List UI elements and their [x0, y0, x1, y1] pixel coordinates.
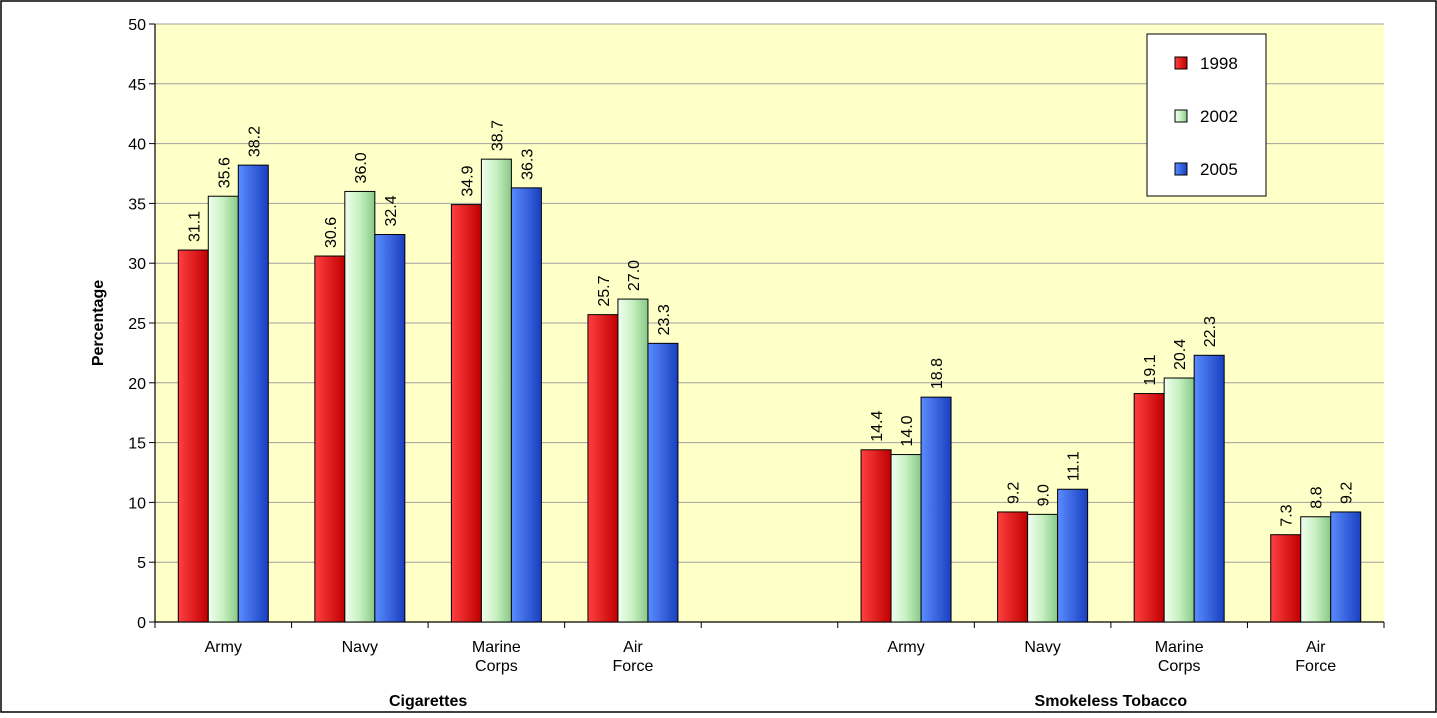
x-tick-label: Force: [1295, 658, 1336, 675]
bar: [1270, 534, 1302, 623]
bar: [1330, 511, 1362, 623]
x-tick-label: Air: [623, 639, 643, 656]
data-label: 35.6: [216, 157, 233, 188]
data-label: 8.8: [1309, 486, 1326, 508]
y-tick-label: 10: [128, 495, 146, 512]
data-label: 18.8: [929, 358, 946, 389]
data-label: 14.0: [899, 415, 916, 446]
data-label: 25.7: [596, 275, 613, 306]
x-tick-label: Marine: [472, 639, 521, 656]
data-label: 11.1: [1066, 451, 1083, 481]
y-tick-label: 35: [128, 196, 146, 213]
legend-label: 1998: [1200, 54, 1238, 73]
bar: [314, 255, 346, 623]
bar: [177, 249, 209, 623]
y-tick-label: 50: [128, 17, 146, 34]
bar: [920, 396, 952, 623]
data-label: 31.1: [186, 211, 203, 242]
group-label: Smokeless Tobacco: [1035, 693, 1188, 710]
data-label: 38.2: [246, 126, 263, 157]
data-label: 34.9: [459, 165, 476, 196]
data-label: 30.6: [323, 217, 340, 248]
bar: [1163, 377, 1195, 623]
data-label: 36.0: [353, 152, 370, 183]
legend: [1146, 33, 1267, 197]
x-tick-label: Navy: [1024, 639, 1060, 656]
bar: [450, 204, 482, 623]
legend-label: 2002: [1200, 107, 1238, 126]
legend-swatch: [1174, 56, 1188, 70]
legend-swatch: [1174, 109, 1188, 123]
data-label: 32.4: [383, 195, 400, 226]
data-label: 9.2: [1339, 482, 1356, 504]
legend-label: 2005: [1200, 160, 1238, 179]
bar: [480, 158, 512, 623]
y-tick-label: 0: [137, 615, 146, 632]
bar: [207, 195, 239, 623]
data-label: 14.4: [869, 411, 886, 442]
data-label: 20.4: [1172, 339, 1189, 370]
x-tick-label: Force: [612, 658, 653, 675]
bar: [617, 298, 649, 623]
bar: [647, 342, 679, 623]
y-tick-label: 25: [128, 316, 146, 333]
data-label: 9.2: [1006, 482, 1023, 504]
data-label: 19.1: [1142, 354, 1159, 385]
bar: [587, 314, 619, 623]
data-label: 38.7: [489, 120, 506, 151]
y-tick-label: 40: [128, 137, 146, 154]
y-tick-label: 5: [137, 555, 146, 572]
x-tick-label: Army: [887, 639, 924, 656]
y-tick-label: 30: [128, 256, 146, 273]
y-axis-title: Percentage: [90, 280, 107, 366]
bar: [237, 164, 269, 623]
bar: [1057, 488, 1089, 623]
y-tick-label: 15: [128, 436, 146, 453]
x-tick-label: Marine: [1155, 639, 1204, 656]
data-label: 23.3: [656, 304, 673, 335]
bar: [997, 511, 1029, 623]
bar: [344, 190, 376, 623]
y-tick-label: 20: [128, 376, 146, 393]
bar: [1027, 513, 1059, 623]
x-tick-label: Air: [1306, 639, 1326, 656]
bar: [374, 233, 406, 623]
bar: [1193, 354, 1225, 623]
data-label: 27.0: [626, 260, 643, 291]
bar: [890, 454, 922, 623]
y-tick-label: 45: [128, 77, 146, 94]
bar: [1133, 393, 1165, 623]
x-tick-label: Army: [205, 639, 242, 656]
bar: [860, 449, 892, 623]
x-tick-label: Corps: [475, 658, 518, 675]
data-label: 7.3: [1279, 504, 1296, 526]
x-tick-label: Corps: [1158, 658, 1201, 675]
data-label: 22.3: [1202, 316, 1219, 347]
bar: [510, 187, 542, 623]
data-label: 9.0: [1036, 484, 1053, 506]
group-label: Cigarettes: [389, 693, 467, 710]
data-label: 36.3: [519, 149, 536, 180]
bar: [1300, 516, 1332, 623]
x-tick-label: Navy: [342, 639, 378, 656]
legend-swatch: [1174, 162, 1188, 176]
